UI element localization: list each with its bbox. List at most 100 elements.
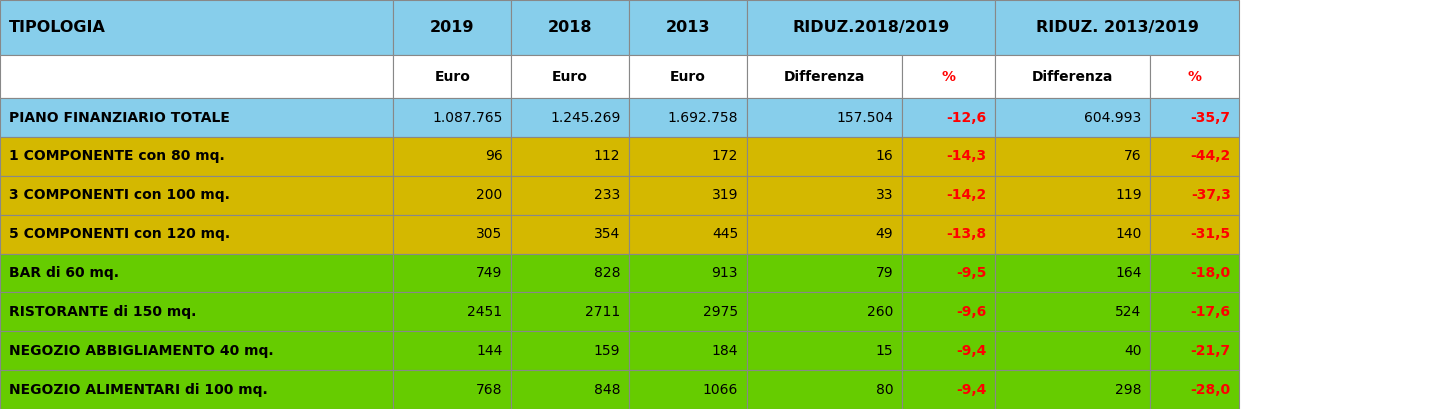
Bar [747, 370, 902, 409]
Bar [629, 55, 747, 98]
Bar [0, 0, 393, 55]
Text: 200: 200 [477, 188, 503, 202]
Bar [995, 254, 1150, 292]
Text: 164: 164 [1116, 266, 1142, 280]
Text: RIDUZ.2018/2019: RIDUZ.2018/2019 [793, 20, 949, 35]
Text: 1.087.765: 1.087.765 [432, 110, 503, 125]
Text: %: % [942, 70, 955, 84]
Bar [0, 292, 393, 331]
Bar [902, 137, 995, 176]
Text: 2019: 2019 [431, 20, 474, 35]
Bar [902, 176, 995, 215]
Bar [1150, 292, 1239, 331]
Text: 184: 184 [712, 344, 738, 358]
Text: TIPOLOGIA: TIPOLOGIA [9, 20, 105, 35]
Bar [747, 292, 902, 331]
Text: 305: 305 [477, 227, 503, 241]
Text: RISTORANTE di 150 mq.: RISTORANTE di 150 mq. [9, 305, 195, 319]
Bar [511, 176, 629, 215]
Text: 119: 119 [1114, 188, 1142, 202]
Text: 604.993: 604.993 [1084, 110, 1142, 125]
Text: -37,3: -37,3 [1190, 188, 1231, 202]
Bar [0, 254, 393, 292]
Text: -17,6: -17,6 [1190, 305, 1231, 319]
Bar [629, 370, 747, 409]
Bar [902, 292, 995, 331]
Text: -28,0: -28,0 [1190, 382, 1231, 397]
Bar [995, 55, 1150, 98]
Text: 172: 172 [712, 149, 738, 164]
Bar [511, 331, 629, 370]
Bar [747, 98, 902, 137]
Bar [902, 331, 995, 370]
Bar [393, 292, 511, 331]
Bar [995, 98, 1150, 137]
Text: 16: 16 [876, 149, 893, 164]
Text: -21,7: -21,7 [1190, 344, 1231, 358]
Bar [1150, 98, 1239, 137]
Bar [511, 137, 629, 176]
Text: -18,0: -18,0 [1190, 266, 1231, 280]
Text: 319: 319 [712, 188, 738, 202]
Bar [629, 254, 747, 292]
Text: 79: 79 [876, 266, 893, 280]
Text: Euro: Euro [553, 70, 587, 84]
Text: Euro: Euro [671, 70, 705, 84]
Text: 76: 76 [1124, 149, 1142, 164]
Text: 524: 524 [1116, 305, 1142, 319]
Bar [393, 55, 511, 98]
Text: BAR di 60 mq.: BAR di 60 mq. [9, 266, 119, 280]
Bar [393, 137, 511, 176]
Bar [511, 215, 629, 254]
Text: Differenza: Differenza [1032, 70, 1113, 84]
Text: 828: 828 [595, 266, 620, 280]
Bar [747, 254, 902, 292]
Text: 1.692.758: 1.692.758 [668, 110, 738, 125]
Bar [511, 254, 629, 292]
Bar [0, 137, 393, 176]
Bar [747, 331, 902, 370]
Text: 848: 848 [595, 382, 620, 397]
Bar [902, 55, 995, 98]
Text: PIANO FINANZIARIO TOTALE: PIANO FINANZIARIO TOTALE [9, 110, 230, 125]
Text: 1.245.269: 1.245.269 [550, 110, 620, 125]
Text: 2711: 2711 [584, 305, 620, 319]
Text: 354: 354 [595, 227, 620, 241]
Text: %: % [1188, 70, 1202, 84]
Bar [511, 98, 629, 137]
Text: 2018: 2018 [549, 20, 592, 35]
Text: 233: 233 [595, 188, 620, 202]
Text: Differenza: Differenza [784, 70, 864, 84]
Text: -14,2: -14,2 [946, 188, 987, 202]
Bar [1150, 331, 1239, 370]
Bar [0, 215, 393, 254]
Text: -9,5: -9,5 [956, 266, 987, 280]
Bar [747, 137, 902, 176]
Text: 3 COMPONENTI con 100 mq.: 3 COMPONENTI con 100 mq. [9, 188, 230, 202]
Bar [995, 292, 1150, 331]
Text: 157.504: 157.504 [836, 110, 893, 125]
Bar [629, 137, 747, 176]
Bar [0, 55, 393, 98]
Text: NEGOZIO ABBIGLIAMENTO 40 mq.: NEGOZIO ABBIGLIAMENTO 40 mq. [9, 344, 273, 358]
Bar [0, 370, 393, 409]
Bar [902, 370, 995, 409]
Bar [0, 98, 393, 137]
Text: RIDUZ. 2013/2019: RIDUZ. 2013/2019 [1035, 20, 1199, 35]
Text: 260: 260 [867, 305, 893, 319]
Bar [629, 331, 747, 370]
Text: -14,3: -14,3 [946, 149, 987, 164]
Bar [902, 254, 995, 292]
Text: -12,6: -12,6 [946, 110, 987, 125]
Bar [995, 137, 1150, 176]
Text: -13,8: -13,8 [946, 227, 987, 241]
Bar [511, 370, 629, 409]
Text: Euro: Euro [435, 70, 470, 84]
Text: 15: 15 [876, 344, 893, 358]
Bar [511, 292, 629, 331]
Bar [902, 98, 995, 137]
Bar [629, 176, 747, 215]
Text: 159: 159 [595, 344, 620, 358]
Bar [629, 98, 747, 137]
Bar [747, 215, 902, 254]
